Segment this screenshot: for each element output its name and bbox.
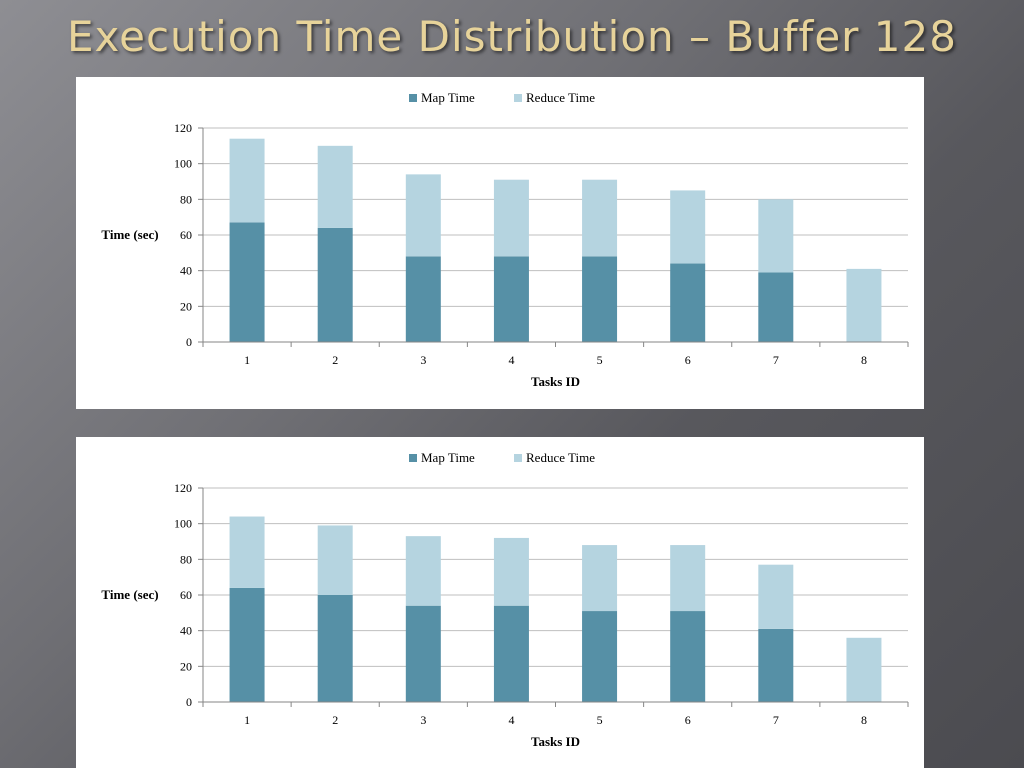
legend-label-reduce-time: Reduce Time xyxy=(526,90,595,105)
x-tick-label: 8 xyxy=(861,713,867,727)
x-tick-label: 3 xyxy=(420,353,426,367)
bar-reduce-time-task-3 xyxy=(405,536,441,606)
bar-map-time-task-7 xyxy=(758,628,794,702)
bar-map-time-task-4 xyxy=(493,256,529,342)
x-tick-label: 6 xyxy=(685,353,691,367)
bar-reduce-time-task-5 xyxy=(582,545,618,612)
bar-reduce-time-task-3 xyxy=(405,174,441,257)
bar-reduce-time-task-6 xyxy=(670,545,706,612)
x-tick-label: 5 xyxy=(597,713,603,727)
bar-reduce-time-task-5 xyxy=(582,179,618,257)
y-tick-label: 100 xyxy=(174,517,192,531)
x-tick-label: 5 xyxy=(597,353,603,367)
bar-map-time-task-2 xyxy=(317,595,353,702)
bar-map-time-task-6 xyxy=(670,611,706,702)
y-tick-label: 20 xyxy=(180,659,192,673)
y-tick-label: 0 xyxy=(186,335,192,349)
bar-reduce-time-task-2 xyxy=(317,145,353,228)
slide-title: Execution Time Distribution – Buffer 128 xyxy=(67,12,957,61)
x-axis-title: Tasks ID xyxy=(531,734,580,749)
x-tick-label: 4 xyxy=(508,353,514,367)
bar-reduce-time-task-8 xyxy=(846,637,882,702)
legend: Map Time Reduce Time xyxy=(409,90,595,105)
legend-label-reduce-time: Reduce Time xyxy=(526,450,595,465)
x-tick-label: 7 xyxy=(773,713,779,727)
x-tick-label: 1 xyxy=(244,713,250,727)
y-tick-label: 60 xyxy=(180,588,192,602)
x-tick-label: 6 xyxy=(685,713,691,727)
x-tick-label: 2 xyxy=(332,353,338,367)
x-tick-label: 4 xyxy=(508,713,514,727)
chart-1: Map Time Reduce Time 0 20 40 60 80 100 120 1 2 3 4 5 6… xyxy=(101,90,909,389)
bar-reduce-time-task-4 xyxy=(493,179,529,257)
bar-map-time-task-4 xyxy=(493,605,529,702)
x-tick-label: 1 xyxy=(244,353,250,367)
y-tick-label: 100 xyxy=(174,157,192,171)
legend-swatch-map-time xyxy=(409,454,417,462)
bar-map-time-task-5 xyxy=(582,256,618,342)
bar-map-time-task-7 xyxy=(758,272,794,342)
bar-map-time-task-5 xyxy=(582,611,618,702)
legend-label-map-time: Map Time xyxy=(421,90,475,105)
chart-2: Map Time Reduce Time 0 20 40 60 80 100 120 1 2 3 4 5 6… xyxy=(101,450,909,749)
legend: Map Time Reduce Time xyxy=(409,450,595,465)
bar-reduce-time-task-4 xyxy=(493,537,529,606)
bar-reduce-time-task-6 xyxy=(670,190,706,264)
y-axis-title: Time (sec) xyxy=(101,227,158,242)
bar-reduce-time-task-1 xyxy=(229,138,265,223)
bar-map-time-task-6 xyxy=(670,263,706,342)
bar-reduce-time-task-7 xyxy=(758,199,794,273)
legend-swatch-reduce-time xyxy=(514,454,522,462)
y-tick-label: 20 xyxy=(180,299,192,313)
y-tick-label: 60 xyxy=(180,228,192,242)
x-tick-label: 7 xyxy=(773,353,779,367)
x-tick-label: 8 xyxy=(861,353,867,367)
x-tick-label: 2 xyxy=(332,713,338,727)
y-tick-label: 120 xyxy=(174,481,192,495)
legend-label-map-time: Map Time xyxy=(421,450,475,465)
bar-map-time-task-3 xyxy=(405,605,441,702)
y-tick-label: 120 xyxy=(174,121,192,135)
y-tick-label: 80 xyxy=(180,552,192,566)
y-tick-label: 40 xyxy=(180,264,192,278)
legend-swatch-map-time xyxy=(409,94,417,102)
y-tick-label: 0 xyxy=(186,695,192,709)
bar-reduce-time-task-8 xyxy=(846,268,882,342)
x-axis-title: Tasks ID xyxy=(531,374,580,389)
bar-map-time-task-1 xyxy=(229,587,265,702)
bar-reduce-time-task-1 xyxy=(229,516,265,588)
chart-panel-1: Map Time Reduce Time 0 20 40 60 80 100 120 1 2 3 4 5 6… xyxy=(76,77,924,409)
bar-map-time-task-2 xyxy=(317,227,353,342)
chart-panel-2: Map Time Reduce Time 0 20 40 60 80 100 120 1 2 3 4 5 6… xyxy=(76,437,924,768)
x-tick-label: 3 xyxy=(420,713,426,727)
y-tick-label: 80 xyxy=(180,192,192,206)
legend-swatch-reduce-time xyxy=(514,94,522,102)
bar-map-time-task-3 xyxy=(405,256,441,342)
y-tick-label: 40 xyxy=(180,624,192,638)
y-axis-title: Time (sec) xyxy=(101,587,158,602)
bar-reduce-time-task-2 xyxy=(317,525,353,595)
bar-reduce-time-task-7 xyxy=(758,564,794,629)
bar-map-time-task-1 xyxy=(229,222,265,342)
